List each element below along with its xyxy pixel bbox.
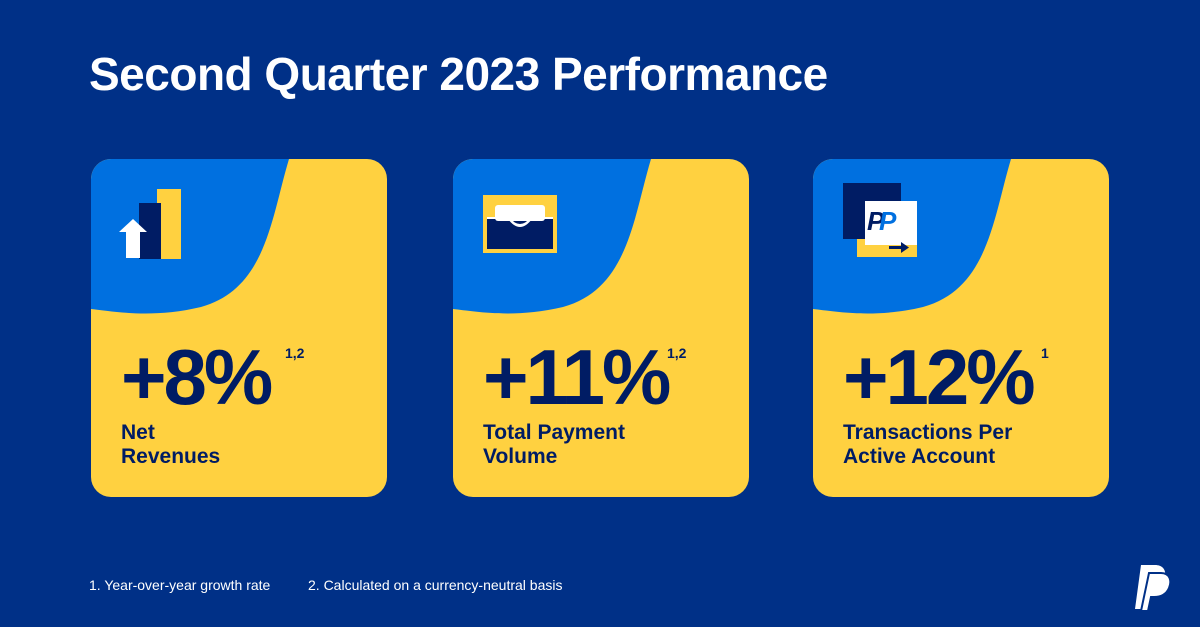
page-title: Second Quarter 2023 Performance	[89, 48, 828, 100]
total-payment-volume-card: +11% 1,2 Total Payment Volume	[453, 159, 749, 497]
metric-label: Total Payment Volume	[483, 421, 733, 469]
paypal-card-arrow-icon: P P	[843, 183, 917, 257]
footnote-reference: 1	[1041, 345, 1049, 361]
paypal-logo-icon	[1135, 565, 1172, 612]
metric-value: +8%	[121, 333, 273, 421]
net-revenues-card: +8% 1,2 Net Revenues	[91, 159, 387, 497]
footnote: 1. Year-over-year growth rate	[89, 577, 271, 593]
metric-label-line: Volume	[483, 445, 558, 468]
metric-label-line: Revenues	[121, 445, 221, 468]
metric-label: Net Revenues	[121, 421, 371, 469]
footnote: 2. Calculated on a currency-neutral basi…	[308, 577, 563, 593]
footnote-reference: 1,2	[285, 345, 305, 361]
svg-text:P: P	[867, 206, 885, 236]
wallet-icon	[483, 195, 557, 253]
metric-label-line: Total Payment	[483, 421, 625, 444]
metric-label-line: Active Account	[843, 445, 996, 468]
metric-label-line: Net	[121, 421, 155, 444]
metric-value: +12%	[843, 333, 1036, 421]
card-blue-corner	[91, 159, 289, 314]
metric-label: Transactions Per Active Account	[843, 421, 1093, 469]
svg-text:P: P	[879, 206, 897, 236]
transactions-per-active-account-card: P P +12% 1 Transactions Per Active Accou…	[813, 159, 1109, 497]
bar-chart-arrow-up-icon	[119, 189, 181, 259]
metric-value: +11%	[483, 333, 671, 421]
footnote-reference: 1,2	[667, 345, 687, 361]
metric-label-line: Transactions Per	[843, 421, 1013, 444]
